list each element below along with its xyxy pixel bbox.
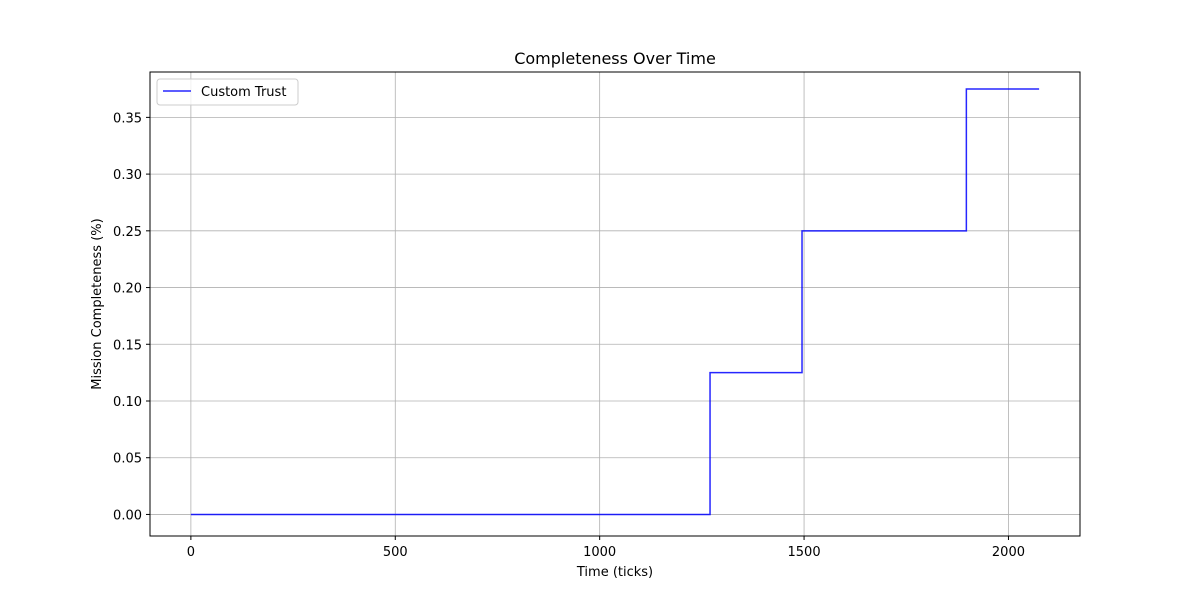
plot-frame bbox=[149, 71, 1081, 537]
y-tick-label: 0.00 bbox=[113, 508, 142, 523]
y-tick-label: 0.25 bbox=[113, 225, 142, 240]
y-axis-label: Mission Completeness (%) bbox=[90, 218, 105, 389]
x-tick-label: 0 bbox=[187, 545, 195, 560]
y-tick-label: 0.20 bbox=[113, 282, 142, 297]
y-tick-label: 0.35 bbox=[113, 111, 142, 126]
y-axis: 0.00 0.05 0.10 0.15 0.20 0.25 0.30 0.35 bbox=[113, 111, 150, 523]
y-tick-label: 0.15 bbox=[113, 338, 142, 353]
y-tick-label: 0.30 bbox=[113, 168, 142, 183]
x-axis: 0 500 1000 1500 2000 bbox=[187, 536, 1025, 560]
legend: Custom Trust bbox=[156, 78, 299, 106]
chart-title: Completeness Over Time bbox=[514, 49, 716, 68]
x-tick-label: 1000 bbox=[583, 545, 616, 560]
y-tick-label: 0.05 bbox=[113, 452, 142, 467]
series-layer bbox=[190, 88, 1040, 516]
legend-label: Custom Trust bbox=[201, 85, 286, 100]
x-tick-label: 500 bbox=[383, 545, 408, 560]
y-tick-label: 0.10 bbox=[113, 395, 142, 410]
legend-box bbox=[156, 78, 299, 106]
x-tick-label: 2000 bbox=[992, 545, 1025, 560]
x-tick-label: 1500 bbox=[788, 545, 821, 560]
x-axis-label: Time (ticks) bbox=[576, 565, 653, 580]
series-line-custom-trust bbox=[190, 88, 1040, 516]
